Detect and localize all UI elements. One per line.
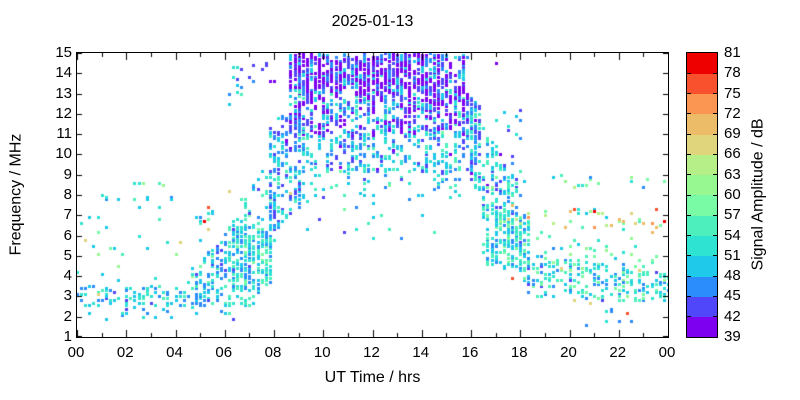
y-tick-label: 14 <box>55 64 72 82</box>
colorbar-tick <box>713 214 717 216</box>
colorbar-tick-label: 63 <box>724 165 741 183</box>
colorbar-band <box>687 296 717 318</box>
x-tick-label: 14 <box>412 344 430 361</box>
y-tick-label: 12 <box>55 104 72 122</box>
x-tick-label: 22 <box>609 344 627 361</box>
y-tick-label: 3 <box>63 287 72 305</box>
x-tick-label: 12 <box>363 344 380 361</box>
x-tick-label: 00 <box>67 344 85 361</box>
colorbar-tick-label: 81 <box>724 44 741 61</box>
chart-title: 2025-01-13 <box>331 13 414 30</box>
colorbar-tick <box>713 275 717 277</box>
colorbar-tick-label: 39 <box>724 328 741 345</box>
x-tick-label: 10 <box>313 344 331 361</box>
colorbar-tick-label: 45 <box>724 287 741 305</box>
colorbar-tick-label: 51 <box>724 246 741 264</box>
x-tick-label: 04 <box>166 344 183 361</box>
y-tick-label: 6 <box>63 226 72 244</box>
colorbar-band <box>687 276 717 297</box>
x-tick-label: 16 <box>461 344 479 361</box>
colorbar-band <box>687 255 717 277</box>
colorbar-tick <box>687 255 691 257</box>
colorbar-band <box>687 174 717 196</box>
colorbar-band <box>687 195 717 216</box>
y-tick-label: 7 <box>63 206 72 224</box>
y-axis-label: Frequency / MHz <box>7 133 25 256</box>
y-tick-label: 15 <box>55 44 72 61</box>
x-tick-label: 08 <box>264 344 282 361</box>
y-tick-label: 9 <box>63 165 72 183</box>
y-tick-label: 4 <box>63 267 72 285</box>
y-tick-label: 1 <box>63 328 72 345</box>
colorbar-tick-label: 69 <box>724 125 741 143</box>
colorbar-label: Signal Amplitude / dB <box>749 118 767 271</box>
colorbar-tick-label: 66 <box>724 145 741 163</box>
colorbar-band <box>687 93 717 115</box>
colorbar-tick <box>687 194 691 196</box>
colorbar-tick <box>713 113 717 115</box>
y-tick-label: 11 <box>56 125 72 143</box>
colorbar-tick <box>713 153 717 155</box>
colorbar-tick-label: 48 <box>724 267 741 285</box>
colorbar-band <box>687 53 717 74</box>
x-axis-label: UT Time / hrs <box>324 369 421 386</box>
colorbar-tick <box>687 133 691 135</box>
colorbar-tick <box>687 93 691 95</box>
colorbar-tick-label: 54 <box>724 226 741 244</box>
x-tick-label: 06 <box>215 344 233 361</box>
colorbar-tick-label: 75 <box>724 84 741 102</box>
colorbar-tick <box>687 316 691 318</box>
plot-canvas <box>76 52 669 338</box>
y-tick-label: 10 <box>55 145 72 163</box>
colorbar-tick <box>687 235 691 237</box>
colorbar-tick <box>687 153 691 155</box>
x-tick-label: 20 <box>560 344 577 361</box>
colorbar-tick <box>687 72 691 74</box>
colorbar-tick-label: 72 <box>724 104 741 122</box>
y-tick-label: 8 <box>63 186 72 203</box>
colorbar-tick <box>687 214 691 216</box>
colorbar-tick <box>687 113 691 115</box>
x-tick-label: 02 <box>116 344 134 361</box>
colorbar-band <box>687 73 717 95</box>
colorbar-tick-label: 42 <box>724 307 741 325</box>
colorbar-tick <box>687 174 691 176</box>
colorbar-tick <box>687 295 691 297</box>
colorbar-tick-label: 78 <box>724 64 741 82</box>
colorbar-tick <box>713 174 717 176</box>
colorbar-band <box>687 215 717 237</box>
colorbar-tick <box>713 133 717 135</box>
y-tick-label: 2 <box>63 307 72 325</box>
colorbar-band <box>687 235 717 257</box>
colorbar-tick-label: 57 <box>724 206 741 224</box>
x-tick-label: 18 <box>510 344 528 361</box>
colorbar-tick <box>713 93 717 95</box>
colorbar-band <box>687 154 717 176</box>
colorbar-tick <box>713 72 717 74</box>
x-tick-label: 00 <box>658 344 676 361</box>
colorbar <box>686 52 718 338</box>
colorbar-tick <box>713 295 717 297</box>
colorbar-tick <box>713 235 717 237</box>
colorbar-tick-label: 60 <box>724 186 741 203</box>
colorbar-band <box>687 316 717 338</box>
colorbar-band <box>687 113 717 135</box>
colorbar-tick <box>713 194 717 196</box>
colorbar-tick <box>713 255 717 257</box>
colorbar-tick <box>687 275 691 277</box>
colorbar-tick <box>713 316 717 318</box>
y-tick-label: 13 <box>55 84 72 102</box>
colorbar-band <box>687 134 717 155</box>
y-tick-label: 5 <box>63 246 72 264</box>
